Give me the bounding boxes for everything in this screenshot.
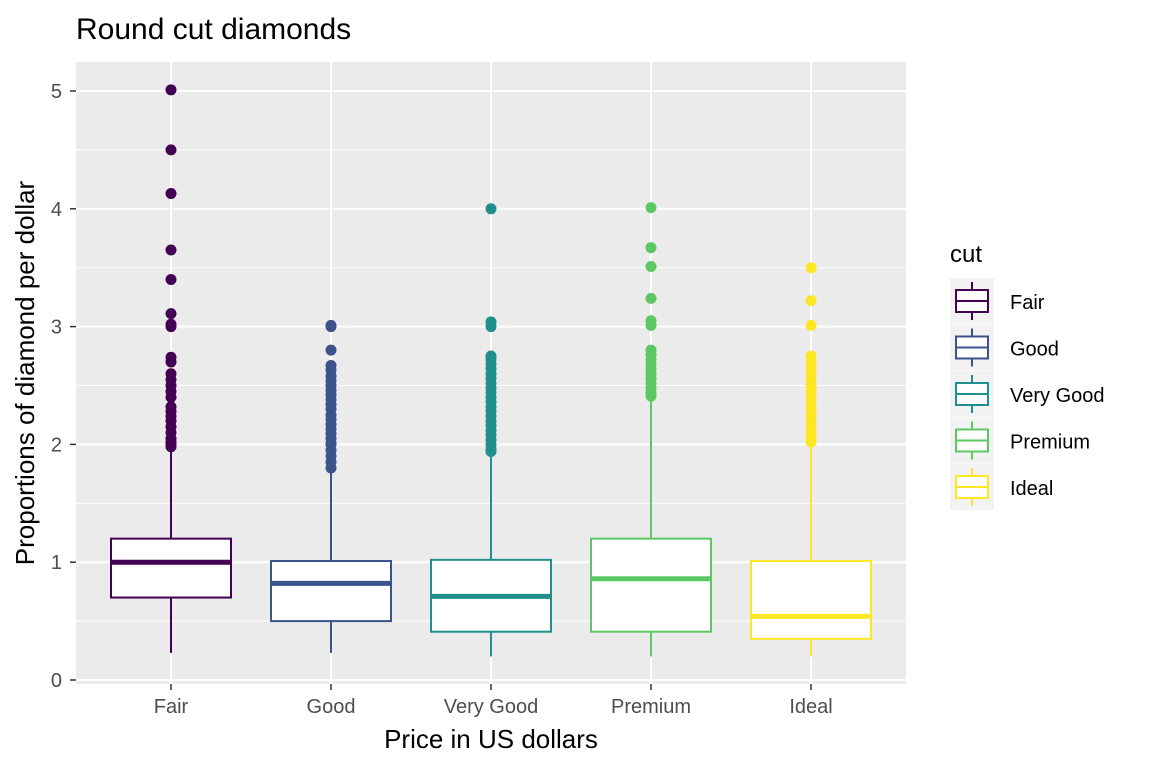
outlier-point (165, 144, 177, 156)
outlier-point (645, 292, 657, 304)
y-tick-label: 0 (51, 670, 62, 692)
outlier-point (645, 319, 657, 331)
outlier-point (805, 262, 817, 274)
x-tick-label: Premium (611, 696, 691, 718)
outlier-point (165, 273, 177, 285)
x-axis: Fair Good Very Good Premium Ideal (154, 684, 833, 718)
legend-label: Fair (1010, 292, 1045, 314)
legend-item-very-good: Very Good (950, 371, 1105, 417)
x-axis-title: Price in US dollars (384, 724, 598, 754)
data-layer (110, 84, 872, 657)
outlier-point (805, 295, 817, 307)
x-tick-label: Very Good (444, 696, 539, 718)
legend-item-ideal: Ideal (950, 464, 1053, 510)
outlier-point (645, 202, 657, 214)
outlier-point (165, 187, 177, 199)
outlier-point (165, 441, 177, 453)
outlier-point (165, 244, 177, 256)
y-axis: 0 1 2 3 4 5 (51, 81, 76, 692)
legend-item-premium: Premium (950, 417, 1090, 464)
outlier-point (485, 203, 497, 215)
iqr-box (270, 560, 392, 623)
y-tick-label: 2 (51, 434, 62, 456)
outlier-point (165, 391, 177, 403)
outlier-point (325, 321, 337, 333)
boxplot-fair (110, 84, 232, 653)
boxplot-very-good (430, 203, 552, 657)
y-tick-label: 4 (51, 199, 62, 221)
iqr-box (750, 560, 872, 640)
y-tick-label: 3 (51, 317, 62, 339)
x-tick-label: Fair (154, 696, 189, 718)
y-tick-label: 5 (51, 81, 62, 103)
outlier-point (165, 356, 177, 368)
iqr-box (110, 537, 232, 599)
x-tick-label: Good (307, 696, 356, 718)
outlier-point (325, 344, 337, 356)
y-tick-label: 1 (51, 552, 62, 574)
legend-label: Premium (1010, 432, 1090, 454)
boxplot-good (270, 319, 392, 653)
outlier-point (485, 321, 497, 333)
outlier-point (165, 308, 177, 320)
y-axis-title: Proportions of diamond per dollar (10, 180, 40, 565)
legend: cut Fair Good Very Good Premium Ideal (950, 241, 1105, 510)
legend-label: Ideal (1010, 478, 1053, 500)
outlier-point (165, 321, 177, 333)
legend-label: Good (1010, 339, 1059, 361)
boxplot-premium (590, 202, 712, 657)
outlier-point (325, 462, 337, 474)
outlier-point (645, 242, 657, 254)
legend-item-good: Good (950, 324, 1059, 371)
legend-title: cut (950, 241, 982, 268)
legend-label: Very Good (1010, 385, 1105, 407)
outlier-point (165, 84, 177, 96)
outlier-point (485, 445, 497, 457)
chart-title: Round cut diamonds (76, 13, 351, 46)
outlier-point (805, 319, 817, 331)
boxplot-ideal (750, 262, 872, 657)
outlier-point (645, 390, 657, 402)
outlier-point (805, 436, 817, 448)
iqr-box (590, 537, 712, 633)
x-tick-label: Ideal (789, 696, 832, 718)
legend-item-fair: Fair (950, 278, 1045, 324)
outlier-point (645, 261, 657, 273)
